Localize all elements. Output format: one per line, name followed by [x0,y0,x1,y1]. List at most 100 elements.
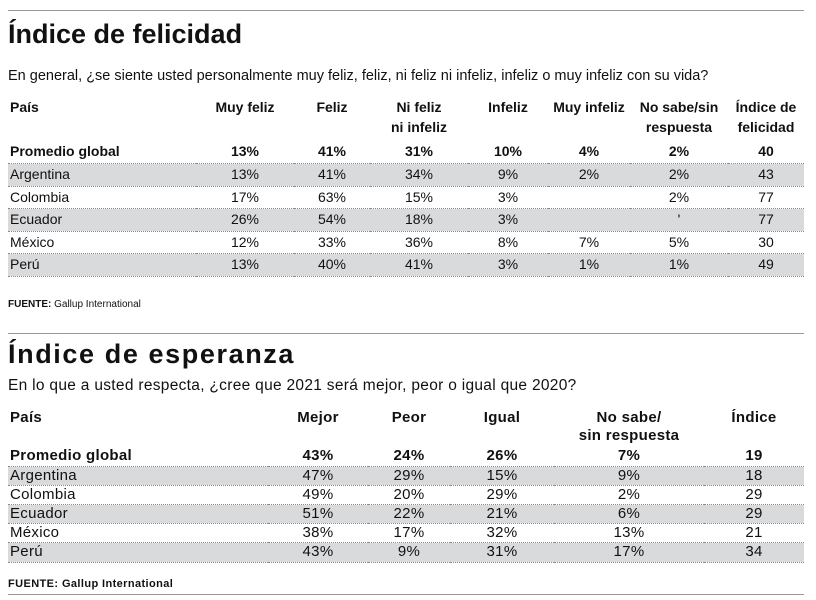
hope-title: Índice de esperanza [8,339,296,369]
country-cell: Perú [8,542,268,563]
value-cell: 18% [370,208,468,232]
value-cell: 15% [450,466,554,486]
hope-header-cell: Peor [391,409,427,426]
happiness-body: Promedio global 13% 41% 31% 10% 4% 2% 40 Argenti… [8,141,804,278]
value-cell: 13% [196,163,294,187]
value-cell: 2% [630,186,728,210]
value-cell: 49% [268,485,368,506]
table-row: Perú 13% 40% 41% 3% 1% 1% 49 [8,253,804,278]
hope-source-value: Gallup International [61,578,174,590]
table-row: Colombia 17% 63% 15% 3% 2% 77 [8,186,804,210]
value-cell: 31% [450,542,554,563]
value-cell: 13% [196,253,294,278]
value-cell: 40% [294,253,370,278]
table-row: Ecuador 51% 22% 21% 6% 29 [8,504,804,525]
hope-header-cell: Índice [731,409,777,426]
happiness-question: En general, ¿se siente usted personalmen… [8,68,709,84]
value-cell: 29 [704,504,804,525]
table-row: Ecuador 26% 54% 18% 3% ' 77 [8,208,804,232]
country-cell: México [8,231,196,255]
value-cell: 3% [468,253,548,278]
value-cell: 43% [268,447,368,467]
happiness-header-cell: Muy infeliz [553,99,625,115]
value-cell: 9% [554,466,704,486]
happiness-header-row: País Muy feliz Feliz Ni feliz ni infeliz Infe… [8,97,804,141]
country-cell: Perú [8,253,196,278]
value-cell: 47% [268,466,368,486]
value-cell: 2% [630,163,728,187]
country-cell: Colombia [8,186,196,210]
value-cell: 43 [728,163,804,187]
hope-header-cell: Mejor [297,409,339,426]
value-cell: 5% [630,231,728,255]
value-cell: 3% [468,208,548,232]
happiness-source-value: Gallup International [54,299,141,310]
value-cell: 17% [554,542,704,563]
hope-body: Promedio global 43% 24% 26% 7% 19 Argentina 47%… [8,447,804,563]
country-cell: Argentina [8,163,196,187]
value-cell: 41% [294,141,370,165]
happiness-header-cell: Ni feliz ni infeliz [391,99,447,135]
value-cell: 41% [294,163,370,187]
hope-question: En lo que a usted respecta, ¿cree que 20… [8,377,577,394]
value-cell: 34 [704,542,804,563]
value-cell: 15% [370,186,468,210]
table-row: Promedio global 13% 41% 31% 10% 4% 2% 40 [8,141,804,165]
happiness-table: País Muy feliz Feliz Ni feliz ni infeliz Infe… [8,97,804,278]
value-cell: 19 [704,447,804,467]
hope-table: País Mejor Peor Igual No sabe/sin respuesta Í… [8,409,804,563]
value-cell: 13% [554,523,704,544]
value-cell: 33% [294,231,370,255]
value-cell: 2% [554,485,704,506]
table-row: Argentina 13% 41% 34% 9% 2% 2% 43 [8,163,804,187]
value-cell: 9% [468,163,548,187]
table-row: Argentina 47% 29% 15% 9% 18 [8,466,804,486]
value-cell: 1% [630,253,728,278]
value-cell: 21 [704,523,804,544]
value-cell: 17% [196,186,294,210]
happiness-header-cell: País [10,99,39,115]
value-cell: 77 [728,208,804,232]
value-cell: 10% [468,141,548,165]
happiness-header-cell: No sabe/sin respuesta [639,99,719,135]
value-cell: ' [630,208,728,232]
happiness-header-cell: Muy feliz [215,99,275,115]
value-cell: 24% [368,447,450,467]
value-cell: 54% [294,208,370,232]
value-cell: 17% [368,523,450,544]
table-row: México 12% 33% 36% 8% 7% 5% 30 [8,231,804,255]
value-cell: 20% [368,485,450,506]
happiness-source-label: FUENTE: [8,299,52,310]
table-row: Promedio global 43% 24% 26% 7% 19 [8,447,804,467]
value-cell: 3% [468,186,548,210]
value-cell: 26% [450,447,554,467]
value-cell: 51% [268,504,368,525]
value-cell: 63% [294,186,370,210]
value-cell [548,186,630,210]
hope-header-cell: No sabe/sin respuesta [578,409,680,444]
value-cell: 30 [728,231,804,255]
value-cell: 38% [268,523,368,544]
hope-source: FUENTE: Gallup International [8,578,173,590]
value-cell: 31% [370,141,468,165]
country-cell: Ecuador [8,208,196,232]
value-cell: 49 [728,253,804,278]
middle-rule [8,333,804,334]
value-cell: 29 [704,485,804,506]
top-rule [8,10,804,11]
value-cell: 2% [548,163,630,187]
value-cell: 1% [548,253,630,278]
value-cell: 26% [196,208,294,232]
value-cell: 8% [468,231,548,255]
value-cell: 36% [370,231,468,255]
value-cell: 29% [368,466,450,486]
value-cell: 18 [704,466,804,486]
country-cell: Promedio global [8,141,196,165]
hope-header-row: País Mejor Peor Igual No sabe/sin respuesta Í… [8,409,804,447]
value-cell: 6% [554,504,704,525]
value-cell: 40 [728,141,804,165]
country-cell: Promedio global [8,447,268,467]
value-cell: 21% [450,504,554,525]
value-cell: 7% [548,231,630,255]
table-row: Perú 43% 9% 31% 17% 34 [8,542,804,563]
